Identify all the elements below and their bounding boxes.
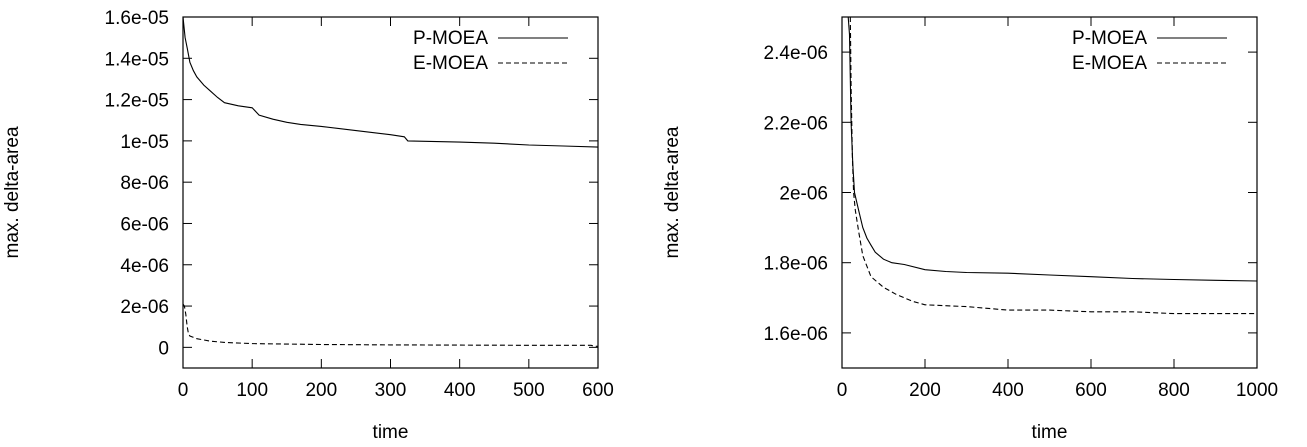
x-tick-label: 0 [837,380,848,401]
y-axis-title: max. delta-area [2,126,23,258]
x-tick-label: 400 [992,380,1024,401]
x-tick-label: 100 [236,380,268,401]
x-tick-label: 800 [1158,380,1190,401]
y-tick-label: 1e-05 [120,132,169,153]
x-axis-title: time [373,422,409,443]
y-tick-label: 2e-06 [779,184,828,205]
y-tick-label: 4e-06 [120,256,169,277]
y-tick-label: 1.4e-05 [105,49,169,70]
y-tick-label: 1.2e-05 [105,91,169,112]
x-tick-label: 1000 [1236,380,1278,401]
y-tick-label: 1.6e-06 [764,324,828,345]
legend-label: P-MOEA [413,28,488,49]
x-tick-label: 500 [513,380,545,401]
x-axis-title: time [1032,422,1068,443]
plot-frame [182,16,599,369]
y-axis-title: max. delta-area [662,126,683,258]
x-tick-label: 600 [1075,380,1107,401]
chart-left: 0 2e-06 4e-06 6e-06 8e-06 1e-05 1.2e-05 1.4e-05… [2,8,614,443]
legend-label: E-MOEA [413,53,488,74]
legend-label: E-MOEA [1072,53,1147,74]
y-tick-label: 2.4e-06 [764,43,828,64]
x-tick-label: 200 [909,380,941,401]
x-tick-label: 200 [305,380,337,401]
series-line-e-moea [183,303,598,347]
y-tick-label: 2e-06 [120,297,169,318]
y-tick-label: 0 [158,338,169,359]
series-line-e-moea [849,17,1257,315]
x-tick-label: 300 [375,380,407,401]
y-tick-label: 1.6e-05 [105,8,169,29]
y-tick-label: 6e-06 [120,214,169,235]
x-tick-label: 600 [582,380,614,401]
legend-label: P-MOEA [1072,28,1147,49]
x-tick-label: 0 [178,380,189,401]
y-tick-label: 8e-06 [120,173,169,194]
plot-frame [841,16,1258,369]
y-tick-label: 2.2e-06 [764,113,828,134]
x-tick-label: 400 [444,380,476,401]
chart-right: 1.6e-06 1.8e-06 2e-06 2.2e-06 2.4e-06 0 200 400… [662,16,1278,443]
series-line-p-moea [183,17,598,148]
series-line-p-moea [847,17,1257,282]
y-tick-label: 1.8e-06 [764,254,828,275]
